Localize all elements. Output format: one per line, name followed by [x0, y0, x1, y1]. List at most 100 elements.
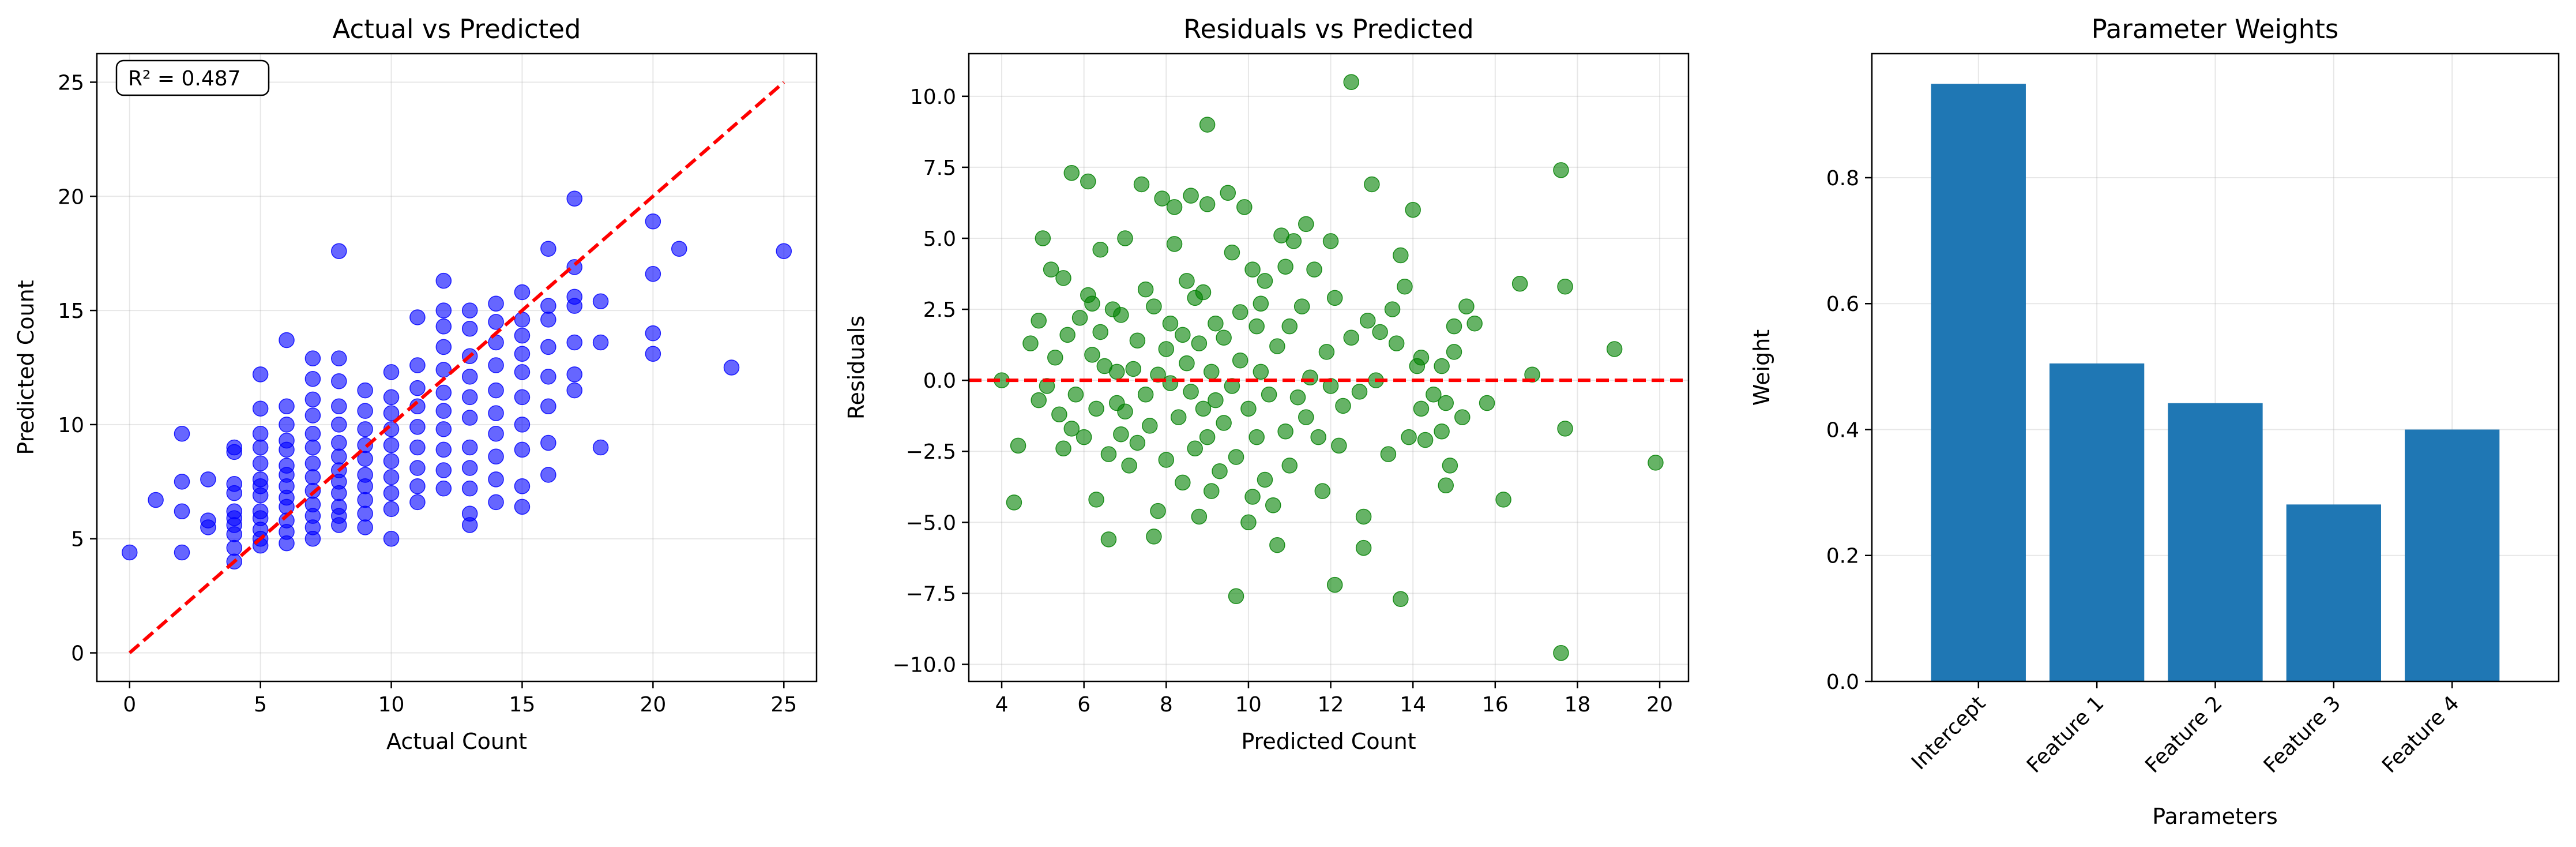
data-point	[1322, 378, 1339, 394]
data-point	[226, 476, 243, 492]
data-point	[1170, 409, 1187, 425]
data-point	[645, 266, 661, 282]
data-point	[435, 302, 452, 318]
y-tick-label: 20	[58, 185, 84, 209]
data-point	[540, 298, 556, 314]
data-point	[1253, 295, 1269, 312]
data-point	[1204, 483, 1220, 499]
data-point	[357, 467, 373, 483]
data-point	[279, 417, 295, 433]
data-point	[1208, 315, 1224, 332]
data-point	[383, 437, 400, 454]
data-point	[409, 439, 426, 456]
data-point	[1413, 350, 1430, 366]
data-point	[1495, 492, 1511, 508]
data-point	[1133, 176, 1150, 193]
data-point	[1240, 400, 1257, 417]
data-point	[1166, 236, 1183, 252]
data-point	[540, 398, 556, 415]
data-point	[1031, 392, 1047, 408]
data-point	[435, 462, 452, 478]
data-point	[1142, 418, 1158, 434]
data-point	[279, 432, 295, 449]
data-point	[592, 334, 609, 351]
data-point	[331, 243, 347, 259]
data-point	[514, 364, 531, 380]
chart-title: Actual vs Predicted	[333, 14, 581, 44]
y-axis-label: Residuals	[844, 316, 869, 419]
data-point	[540, 434, 556, 451]
data-point	[1129, 332, 1146, 348]
y-axis-label: Weight	[1749, 329, 1774, 406]
data-point	[1261, 387, 1277, 403]
data-point	[461, 480, 478, 497]
data-point	[1265, 497, 1281, 514]
data-point	[304, 496, 321, 513]
data-point	[1224, 244, 1240, 261]
data-point	[435, 318, 452, 335]
data-point	[488, 448, 504, 465]
data-point	[1084, 347, 1100, 363]
x-tick-label: 18	[1565, 693, 1591, 717]
data-point	[1051, 406, 1067, 422]
data-point	[1195, 400, 1212, 417]
data-point	[592, 293, 609, 310]
data-point	[1022, 335, 1039, 351]
data-point	[1166, 199, 1183, 215]
data-point	[200, 471, 216, 488]
data-point	[1269, 338, 1285, 354]
data-point	[1113, 426, 1129, 443]
data-point	[252, 400, 269, 417]
data-point	[1063, 165, 1080, 181]
data-point	[1405, 202, 1421, 218]
data-point	[435, 480, 452, 497]
data-point	[1343, 329, 1359, 346]
y-tick-label: 0.8	[1826, 167, 1859, 190]
data-point	[1524, 366, 1540, 383]
data-point	[1281, 458, 1298, 474]
data-point	[540, 339, 556, 355]
data-point	[514, 327, 531, 344]
data-point	[279, 458, 295, 474]
data-point	[1606, 341, 1623, 357]
data-point	[383, 453, 400, 469]
data-point	[540, 369, 556, 385]
data-point	[540, 467, 556, 483]
data-point	[174, 544, 190, 561]
data-point	[1269, 537, 1285, 553]
data-point	[1158, 341, 1175, 357]
data-point	[488, 295, 504, 312]
data-point	[1479, 395, 1495, 411]
data-point	[1055, 440, 1071, 457]
data-point	[1335, 398, 1351, 414]
y-tick-label: 0.4	[1826, 418, 1859, 442]
y-tick-label: 5	[71, 528, 84, 552]
data-point	[1092, 324, 1108, 340]
data-point	[435, 362, 452, 378]
data-point	[1150, 366, 1166, 383]
data-point	[488, 314, 504, 330]
data-point	[1137, 281, 1154, 298]
data-point	[1244, 261, 1261, 278]
y-tick-label: 0.6	[1826, 293, 1859, 316]
data-point	[331, 417, 347, 433]
data-point	[566, 382, 582, 399]
data-point	[174, 474, 190, 490]
data-point	[514, 441, 531, 458]
data-point	[1010, 437, 1026, 454]
data-point	[357, 403, 373, 419]
data-point	[279, 398, 295, 415]
y-tick-label: 10.0	[910, 85, 956, 109]
data-point	[1059, 327, 1075, 343]
data-point	[1183, 188, 1199, 204]
data-point	[1031, 313, 1047, 329]
data-point	[1343, 74, 1359, 90]
parameter-weights-panel: 0.0 0.2 0.4 0.6 0.8 Intercept Feature 1 Feature…	[1749, 14, 2560, 829]
data-point	[540, 312, 556, 328]
data-point	[1364, 176, 1380, 193]
data-point	[331, 434, 347, 451]
data-point	[1220, 185, 1236, 201]
data-point	[1446, 318, 1462, 335]
residuals-vs-predicted-panel: 4 6 8 10 12 14 16 18 20 −10.0 −7.5 −5.0 −2.5 0.0 2.5 5.…	[844, 14, 1690, 754]
x-tick-label: 6	[1077, 693, 1090, 717]
